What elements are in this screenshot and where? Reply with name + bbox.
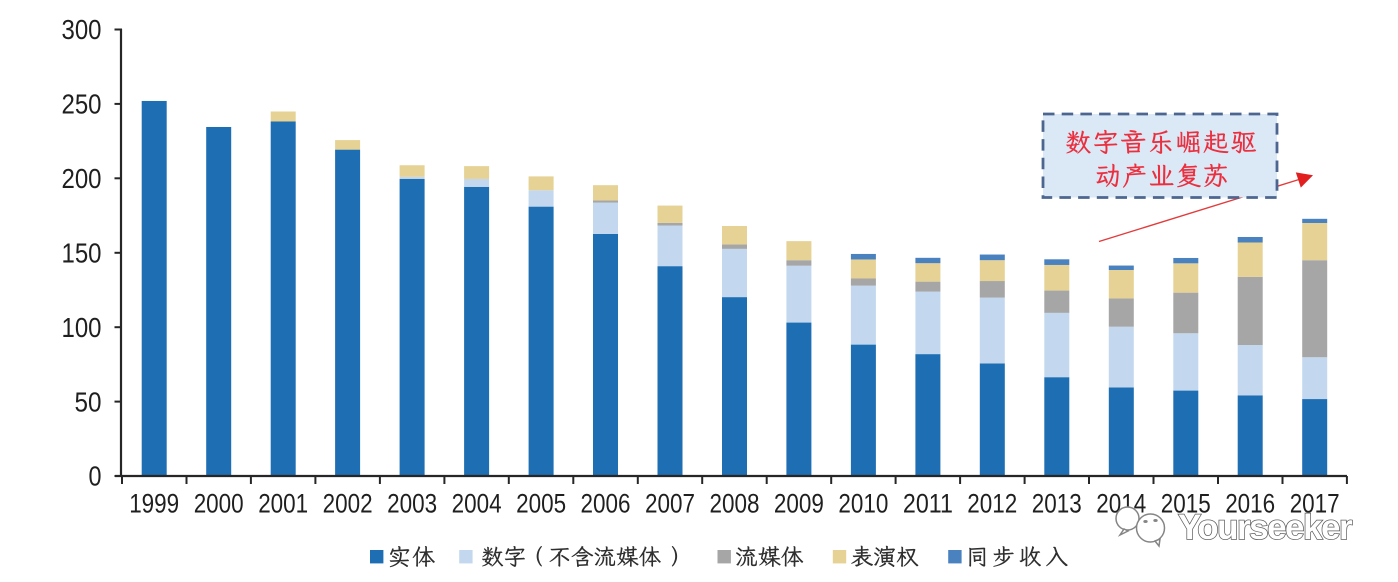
svg-text:2005: 2005 [516, 489, 566, 519]
svg-text:2012: 2012 [967, 489, 1017, 519]
svg-text:2003: 2003 [387, 489, 437, 519]
svg-text:2008: 2008 [710, 489, 760, 519]
svg-text:2001: 2001 [258, 489, 308, 519]
svg-text:2007: 2007 [645, 489, 695, 519]
svg-text:2006: 2006 [581, 489, 631, 519]
svg-text:50: 50 [75, 386, 102, 417]
svg-text:1999: 1999 [129, 489, 179, 519]
svg-text:2000: 2000 [194, 489, 244, 519]
svg-text:2011: 2011 [903, 489, 953, 519]
svg-text:2017: 2017 [1290, 489, 1340, 519]
svg-text:2004: 2004 [452, 489, 502, 519]
svg-text:100: 100 [62, 312, 102, 343]
svg-text:2013: 2013 [1032, 489, 1082, 519]
svg-text:150: 150 [62, 238, 102, 269]
svg-text:2015: 2015 [1161, 489, 1211, 519]
svg-text:Yourseeker: Yourseeker [1178, 508, 1353, 547]
svg-text:300: 300 [62, 14, 102, 45]
svg-text:2002: 2002 [323, 489, 373, 519]
svg-text:200: 200 [62, 163, 102, 194]
svg-text:250: 250 [62, 89, 102, 120]
svg-text:2016: 2016 [1225, 489, 1275, 519]
svg-text:0: 0 [89, 461, 102, 492]
svg-text:2009: 2009 [774, 489, 824, 519]
svg-text:2010: 2010 [838, 489, 888, 519]
